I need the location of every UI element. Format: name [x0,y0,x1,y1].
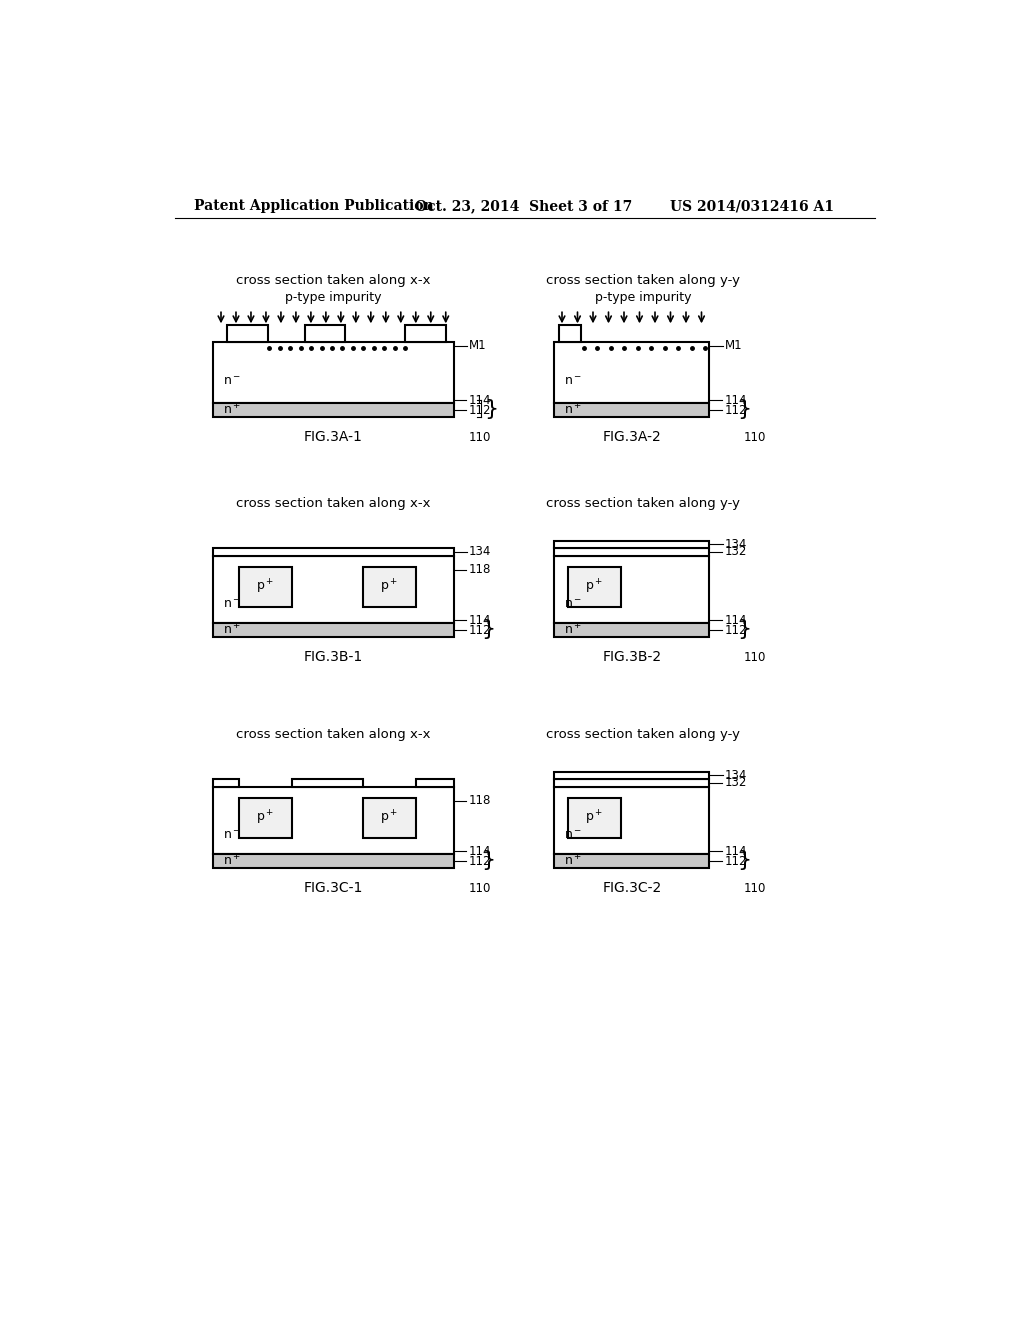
Bar [416,779,454,787]
Bar [292,779,362,787]
Text: 118: 118 [469,795,492,807]
Bar [554,541,710,548]
Text: 134: 134 [469,545,492,558]
Bar [213,404,454,417]
Text: p$^+$: p$^+$ [586,808,603,826]
Bar [305,325,345,342]
Bar [213,556,454,623]
Text: 112: 112 [469,855,492,869]
Text: cross section taken along y-y: cross section taken along y-y [547,727,740,741]
Text: p$^+$: p$^+$ [256,577,274,595]
Text: n$^+$: n$^+$ [222,623,241,638]
Bar [406,325,445,342]
Text: 118: 118 [469,564,492,576]
Bar [559,325,581,342]
Text: M1: M1 [469,339,486,352]
Text: }: } [481,619,496,639]
Text: n$^-$: n$^-$ [222,375,241,388]
Text: p$^+$: p$^+$ [586,577,603,595]
Bar [227,325,267,342]
Text: }: } [737,399,752,418]
Bar [568,566,621,607]
Text: FIG.3B-1: FIG.3B-1 [304,651,362,664]
Bar [213,342,454,404]
Bar [362,797,416,838]
Text: 110: 110 [744,430,767,444]
Bar [362,566,416,607]
Text: Patent Application Publication: Patent Application Publication [194,199,433,213]
Text: 134: 134 [725,537,748,550]
Bar [213,623,454,638]
Text: p$^+$: p$^+$ [380,808,398,826]
Bar [554,548,710,556]
Bar [554,854,710,869]
Text: n$^-$: n$^-$ [222,829,241,842]
Text: 110: 110 [469,430,492,444]
Text: }: } [481,850,496,870]
Text: FIG.3A-1: FIG.3A-1 [304,430,362,444]
Text: 110: 110 [469,882,492,895]
Text: 114: 114 [725,845,748,858]
Text: n$^-$: n$^-$ [563,829,582,842]
Bar [554,779,710,787]
Text: 112: 112 [469,624,492,638]
Text: Oct. 23, 2014  Sheet 3 of 17: Oct. 23, 2014 Sheet 3 of 17 [415,199,632,213]
Text: M1: M1 [725,339,742,352]
Text: US 2014/0312416 A1: US 2014/0312416 A1 [671,199,835,213]
Bar [213,779,239,787]
Text: 114: 114 [725,393,748,407]
Text: p-type impurity: p-type impurity [285,290,382,304]
Text: 114: 114 [725,614,748,627]
Text: }: } [737,850,752,870]
Text: n$^+$: n$^+$ [563,403,582,418]
Text: n$^-$: n$^-$ [222,598,241,611]
Bar [213,787,454,854]
Bar [568,797,621,838]
Text: 114: 114 [469,845,492,858]
Text: FIG.3A-2: FIG.3A-2 [602,430,662,444]
Text: n$^-$: n$^-$ [563,598,582,611]
Text: cross section taken along y-y: cross section taken along y-y [547,496,740,510]
Bar [554,556,710,623]
Text: 112: 112 [725,624,748,638]
Bar [554,772,710,779]
Text: 112: 112 [469,404,492,417]
Text: FIG.3C-2: FIG.3C-2 [602,882,662,895]
Text: n$^-$: n$^-$ [563,375,582,388]
Text: 110: 110 [744,651,767,664]
Bar [554,787,710,854]
Bar [554,623,710,638]
Text: n$^+$: n$^+$ [222,854,241,869]
Text: FIG.3C-1: FIG.3C-1 [304,882,364,895]
Text: FIG.3B-2: FIG.3B-2 [602,651,662,664]
Text: cross section taken along x-x: cross section taken along x-x [237,727,431,741]
Text: n$^+$: n$^+$ [222,403,241,418]
Bar [239,797,292,838]
Text: 132: 132 [725,776,748,789]
Text: cross section taken along x-x: cross section taken along x-x [237,496,431,510]
Text: n$^+$: n$^+$ [563,854,582,869]
Text: 134: 134 [725,768,748,781]
Text: 112: 112 [725,855,748,869]
Text: 110: 110 [744,882,767,895]
Text: 112: 112 [725,404,748,417]
Text: }: } [737,619,752,639]
Bar [239,566,292,607]
Text: p$^+$: p$^+$ [256,808,274,826]
Text: 114: 114 [469,393,492,407]
Text: p$^+$: p$^+$ [380,577,398,595]
Text: 132: 132 [725,545,748,558]
Text: n$^+$: n$^+$ [563,623,582,638]
Bar [213,548,454,556]
Bar [213,854,454,869]
Text: 114: 114 [469,614,492,627]
Text: p-type impurity: p-type impurity [595,290,691,304]
Text: cross section taken along y-y: cross section taken along y-y [547,273,740,286]
Bar [554,342,710,404]
Text: cross section taken along x-x: cross section taken along x-x [237,273,431,286]
Text: }: } [484,399,499,418]
Bar [554,404,710,417]
